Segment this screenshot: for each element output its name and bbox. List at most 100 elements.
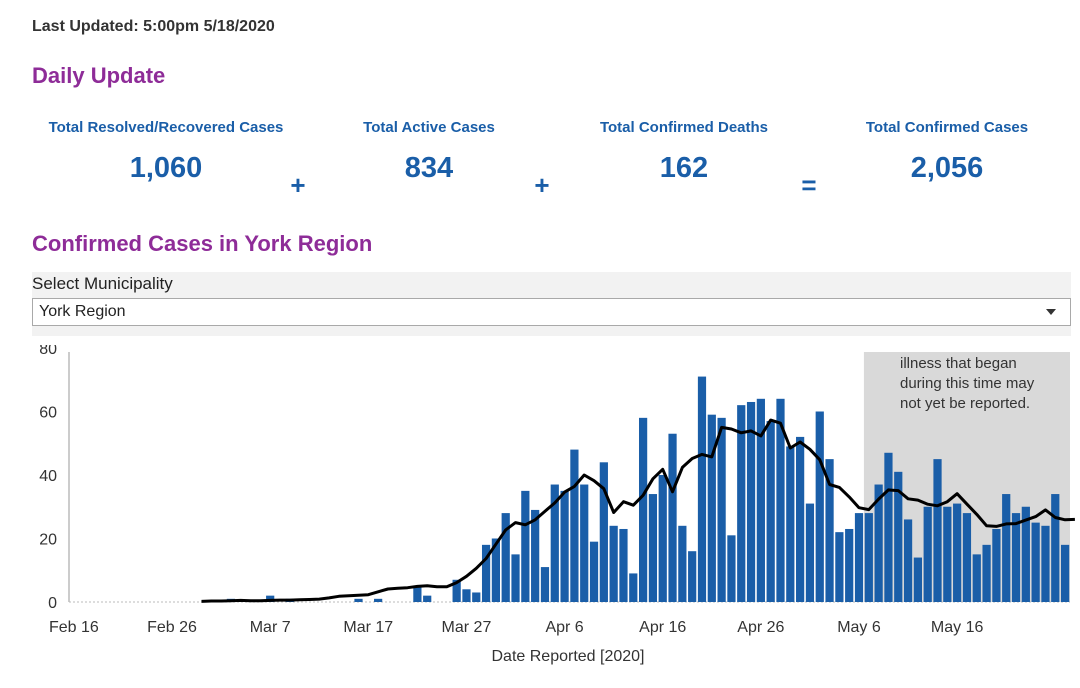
bar <box>472 592 481 602</box>
bar <box>903 519 913 602</box>
bar <box>776 398 785 602</box>
shade-annotation: illness that began <box>900 355 1017 372</box>
x-tick-label: Mar 17 <box>343 619 393 636</box>
bar <box>511 554 520 602</box>
bar <box>589 541 599 602</box>
kpi-label: Total Resolved/Recovered Cases <box>48 119 284 136</box>
bar <box>982 544 991 602</box>
y-tick-label: 80 <box>39 345 57 358</box>
plus-operator: + <box>534 170 550 200</box>
chevron-down-icon <box>1046 309 1056 315</box>
bar <box>648 494 658 602</box>
bar <box>737 405 746 602</box>
bar <box>825 459 834 602</box>
y-tick-label: 20 <box>39 532 57 549</box>
x-tick-label: Feb 16 <box>49 619 99 636</box>
kpi-label: Total Confirmed Cases <box>865 119 1029 136</box>
kpi-resolved: Total Resolved/Recovered Cases 1,060 <box>46 108 286 185</box>
bar <box>746 401 756 602</box>
x-tick-label: Apr 6 <box>545 619 583 636</box>
bar <box>717 417 726 602</box>
y-tick-label: 40 <box>39 468 57 485</box>
bar <box>1060 544 1070 602</box>
bar <box>707 414 716 602</box>
shade-annotation: during this time may <box>900 375 1035 392</box>
bar <box>678 525 687 602</box>
kpi-value: 834 <box>404 152 454 184</box>
x-tick-label: Mar 7 <box>250 619 291 636</box>
bar <box>962 513 972 602</box>
kpi-value: 162 <box>659 152 709 184</box>
bar <box>374 598 383 602</box>
moving-average-line <box>201 418 1075 603</box>
bar <box>491 538 501 602</box>
bar <box>1041 525 1050 602</box>
x-tick-label: Mar 27 <box>442 619 492 636</box>
bar <box>521 490 530 602</box>
bar <box>1002 494 1011 602</box>
confirmed-cases-title: Confirmed Cases in York Region <box>32 231 373 256</box>
bar <box>864 513 873 602</box>
shade-annotation: not yet be reported. <box>900 395 1030 412</box>
bar <box>481 544 491 602</box>
bar <box>638 417 648 602</box>
equals-operator: = <box>801 170 817 200</box>
bar <box>972 554 981 602</box>
x-tick-label: May 16 <box>931 619 984 636</box>
x-tick-label: Apr 26 <box>737 619 784 636</box>
x-tick-label: Apr 16 <box>639 619 686 636</box>
kpi-label: Total Active Cases <box>363 119 495 136</box>
kpi-value: 2,056 <box>910 152 984 184</box>
bar <box>845 528 854 602</box>
bar <box>835 532 844 602</box>
kpi-value: 1,060 <box>129 152 203 184</box>
bar <box>599 462 608 602</box>
bar <box>1031 522 1040 602</box>
bar <box>609 525 618 602</box>
bar <box>413 586 422 602</box>
bar <box>658 475 667 602</box>
bar <box>423 595 432 602</box>
daily-update-title: Daily Update <box>32 63 166 88</box>
bar <box>1011 513 1021 602</box>
bar <box>266 595 275 602</box>
kpi-label: Total Confirmed Deaths <box>599 119 769 136</box>
bar <box>913 557 922 602</box>
select-value: York Region <box>39 303 126 320</box>
bar <box>943 506 952 602</box>
bar <box>452 579 461 602</box>
bar <box>884 452 893 602</box>
municipality-filter: Select Municipality York Region <box>32 272 1071 336</box>
bar <box>619 528 628 602</box>
bar <box>933 459 942 602</box>
y-tick-label: 60 <box>39 405 57 422</box>
kpi-deaths: Total Confirmed Deaths 162 <box>564 108 804 185</box>
bar <box>550 484 559 602</box>
bar <box>697 376 707 602</box>
filter-label: Select Municipality <box>32 274 173 293</box>
kpi-total: Total Confirmed Cases 2,056 <box>827 108 1067 185</box>
x-tick-label: May 6 <box>837 619 881 636</box>
bar <box>756 398 765 602</box>
bar <box>570 449 579 602</box>
kpi-active: Total Active Cases 834 <box>309 108 549 185</box>
bar <box>992 528 1001 602</box>
bar <box>874 484 883 602</box>
cases-chart: 0 20 40 60 80 Feb 16 Feb 26 Mar 7 Mar 17 Mar 27 Ap… <box>39 345 1075 665</box>
bar <box>854 513 864 602</box>
bar <box>815 411 824 602</box>
bar <box>354 598 363 602</box>
plus-operator: + <box>290 170 306 200</box>
bar <box>1021 506 1030 602</box>
bar <box>805 503 815 602</box>
bar <box>462 589 471 602</box>
bar <box>668 433 677 602</box>
bar <box>531 509 540 602</box>
municipality-select[interactable]: York Region <box>32 298 1071 326</box>
bar <box>560 490 569 602</box>
bar <box>953 503 962 602</box>
bar <box>501 513 510 602</box>
bar <box>923 506 932 602</box>
bar <box>894 471 903 602</box>
bar <box>786 446 795 602</box>
